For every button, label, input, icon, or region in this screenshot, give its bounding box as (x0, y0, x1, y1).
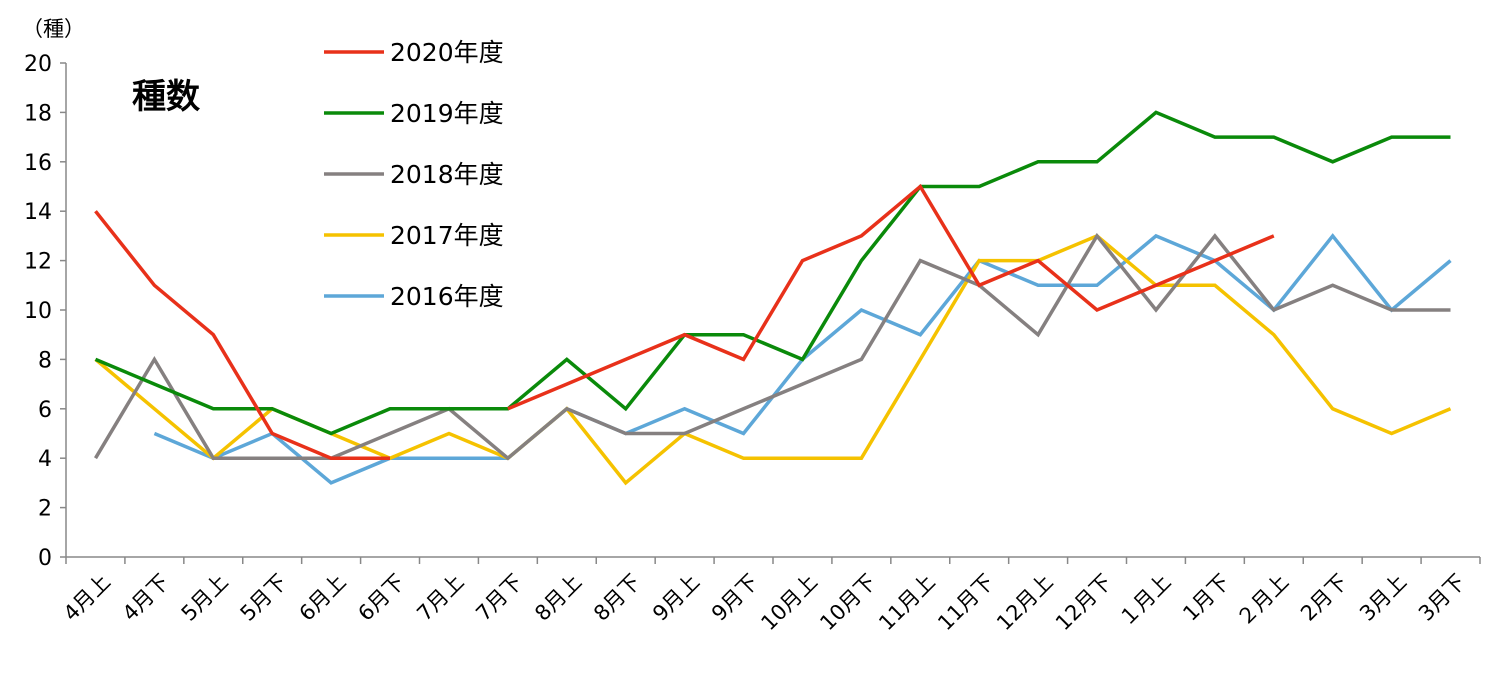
x-tick-label: 3月下 (1414, 570, 1470, 626)
x-tick-label: 6月上 (295, 570, 351, 626)
x-tick-label: 12月上 (992, 570, 1058, 636)
legend-label: 2018年度 (390, 160, 504, 189)
y-tick-label: 14 (24, 200, 52, 225)
legend-label: 2020年度 (390, 38, 504, 67)
x-tick-label: 9月下 (707, 570, 763, 626)
y-tick-label: 10 (24, 299, 52, 324)
y-tick-label: 8 (38, 348, 52, 373)
x-tick-label: 8月下 (589, 570, 645, 626)
x-tick-label: 4月下 (118, 570, 174, 626)
x-tick-label: 5月下 (236, 570, 292, 626)
x-tick-label: 12月下 (1051, 570, 1117, 636)
x-tick-label: 7月下 (471, 570, 527, 626)
x-tick-label: 7月上 (412, 570, 468, 626)
x-tick-label: 5月上 (177, 570, 233, 626)
x-tick-label: １月上 (1114, 570, 1176, 632)
legend-label: 2016年度 (390, 282, 504, 311)
x-tick-label: ２月上 (1232, 570, 1294, 632)
y-tick-label: 12 (24, 250, 52, 275)
x-tick-label: 6月下 (353, 570, 409, 626)
series-layer (93, 110, 1452, 486)
chart-title: 種数 (132, 77, 200, 117)
y-tick-label: 0 (38, 546, 52, 571)
x-tick-label: 2月下 (1296, 570, 1352, 626)
legend-label: 2017年度 (390, 221, 504, 250)
y-tick-label: 18 (24, 101, 52, 126)
legend-label: 2019年度 (390, 99, 504, 128)
series-line (93, 232, 1451, 461)
x-tick-label: 11月上 (874, 570, 940, 636)
x-tick-label: 11月下 (933, 570, 999, 636)
y-tick-label: 6 (38, 398, 52, 423)
series-line (94, 110, 1451, 436)
x-tick-label: 4月上 (59, 570, 115, 626)
y-tick-label: 4 (38, 447, 52, 472)
x-tick-label: 9月上 (648, 570, 704, 626)
x-tick-label: 10月下 (815, 570, 881, 636)
x-tick-label: 3月上 (1355, 570, 1411, 626)
y-tick-label: 20 (24, 52, 52, 77)
series-line (94, 183, 1275, 460)
y-tick-label: 16 (24, 151, 52, 176)
x-tick-label: 10月上 (756, 570, 822, 636)
y-unit-label: （種） (22, 17, 85, 41)
legend: 2020年度 2019年度 2018年度 2017年度 2016年度 (324, 38, 504, 311)
x-tick-label: 8月上 (530, 570, 586, 626)
y-tick-label: 2 (38, 497, 52, 522)
x-tick-label: 1月下 (1178, 570, 1234, 626)
